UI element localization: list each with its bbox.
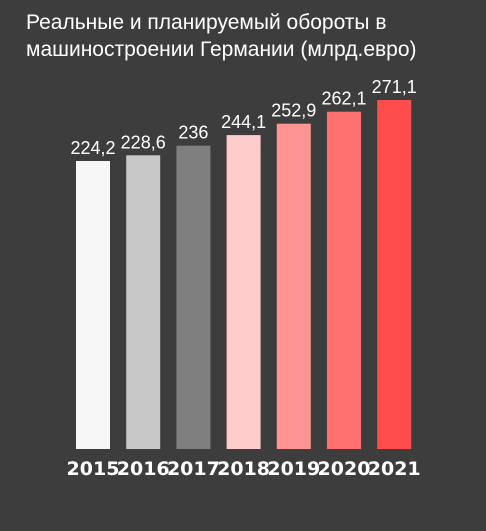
category-label-2021: 2021 (368, 458, 421, 480)
bar-2016 (126, 155, 161, 450)
bar-2017 (176, 145, 211, 449)
bar-2019 (276, 123, 311, 449)
category-label-2020: 2020 (318, 458, 371, 480)
bar-2021 (377, 100, 412, 449)
value-label-2018: 244,1 (221, 112, 266, 132)
value-label-2017: 236 (178, 123, 208, 143)
bar-2020 (327, 111, 361, 449)
category-label-2018: 2018 (217, 458, 270, 480)
category-label-2016: 2016 (117, 458, 170, 480)
category-label-2017: 2017 (167, 458, 220, 480)
bar-2018 (226, 135, 261, 449)
bar-2015 (76, 161, 110, 449)
category-label-2015: 2015 (67, 458, 120, 480)
chart-title: Реальные и планируемый обороты в машинос… (26, 11, 417, 61)
category-label-2019: 2019 (267, 458, 320, 480)
value-label-2019: 252,9 (271, 101, 316, 121)
value-label-2020: 262,1 (321, 89, 366, 109)
value-label-2015: 224,2 (70, 138, 115, 158)
value-label-2021: 271,1 (372, 77, 417, 97)
value-label-2016: 228,6 (121, 132, 166, 152)
